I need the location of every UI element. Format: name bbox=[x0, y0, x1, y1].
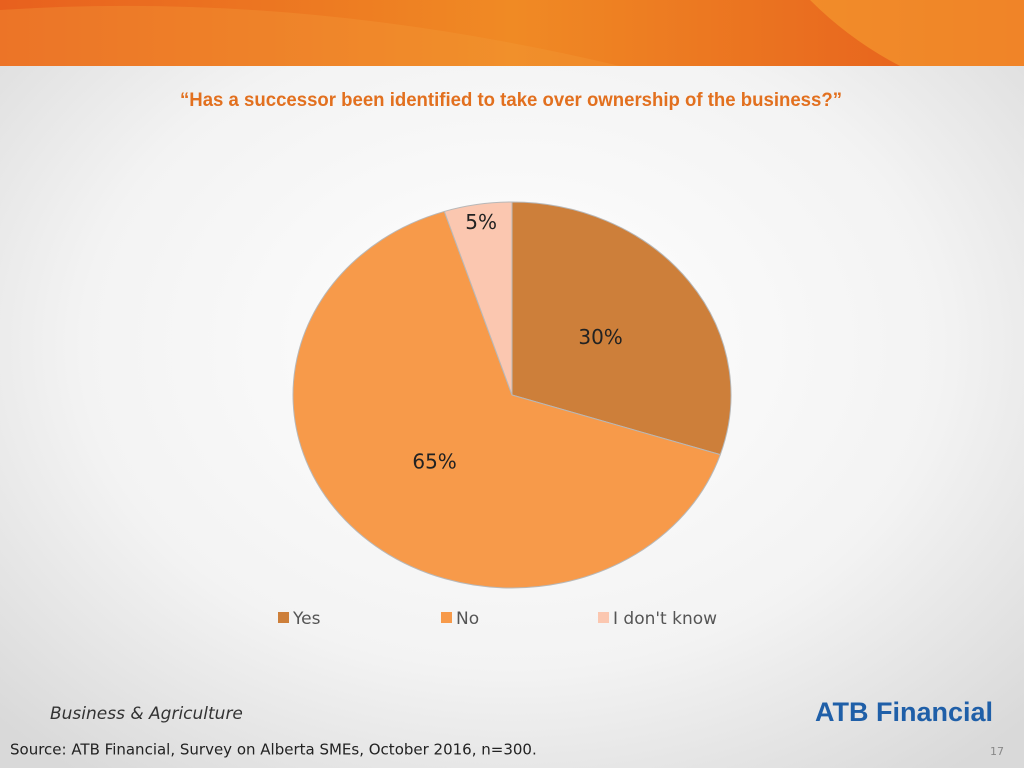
pie-slice bbox=[443, 201, 513, 396]
pie-slice bbox=[292, 210, 721, 589]
logo: ATB Financial bbox=[815, 697, 993, 727]
legend: Yes No I don't know bbox=[278, 609, 717, 629]
chart-title: “Has a successor been identified to take… bbox=[180, 90, 842, 111]
pie-slice bbox=[511, 201, 732, 456]
header-curve bbox=[0, 5, 620, 67]
legend-swatch bbox=[598, 612, 609, 623]
legend-label: I don't know bbox=[613, 609, 717, 629]
legend-label: Yes bbox=[292, 609, 321, 629]
section-label: Business & Agriculture bbox=[50, 704, 243, 724]
header-curve bbox=[810, 0, 1024, 66]
data-label: 5% bbox=[465, 210, 497, 234]
legend-swatch bbox=[441, 612, 452, 623]
pie: 30% 65% 5% bbox=[292, 201, 732, 589]
data-label: 30% bbox=[578, 325, 622, 349]
legend-swatch bbox=[278, 612, 289, 623]
legend-label: No bbox=[456, 609, 479, 629]
source: Source: ATB Financial, Survey on Alberta… bbox=[10, 741, 537, 759]
data-label: 65% bbox=[412, 450, 456, 474]
page-number: 17 bbox=[990, 745, 1004, 758]
